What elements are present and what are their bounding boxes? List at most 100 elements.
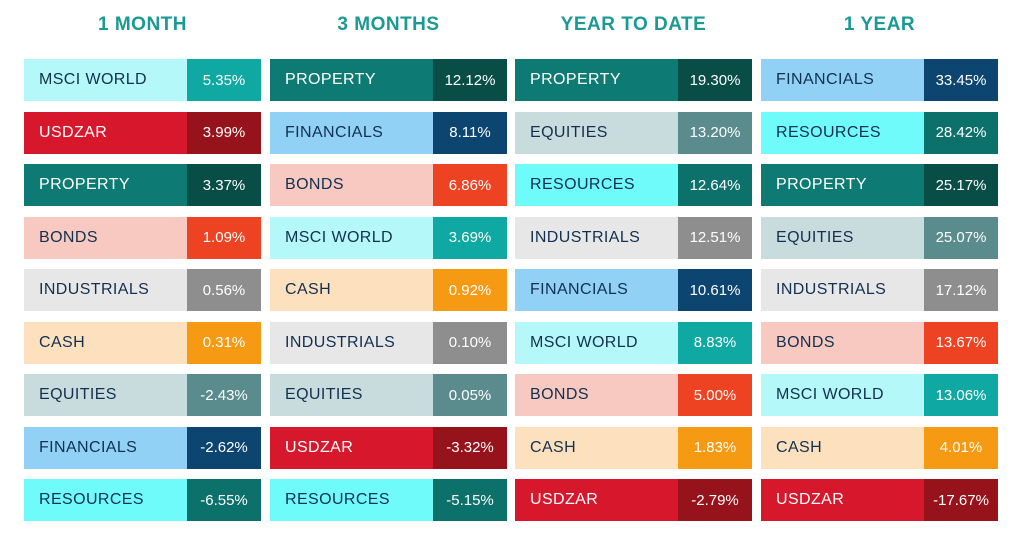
- table-row: FINANCIALS 33.45%: [761, 59, 998, 101]
- table-row: INDUSTRIALS 12.51%: [515, 216, 752, 259]
- value-cell: 1.83%: [678, 426, 752, 469]
- category-label: MSCI WORLD: [270, 216, 433, 259]
- column-title: 1 MONTH: [98, 14, 187, 35]
- table-row: PROPERTY 19.30%: [515, 59, 752, 101]
- table-row: RESOURCES -6.55%: [24, 479, 261, 521]
- value-cell: 12.51%: [678, 216, 752, 259]
- category-label: EQUITIES: [24, 374, 187, 416]
- column-title: 1 YEAR: [843, 14, 916, 35]
- table-row: INDUSTRIALS 0.10%: [270, 321, 507, 364]
- category-label: BONDS: [515, 374, 678, 416]
- value-cell: 5.35%: [187, 59, 261, 101]
- value-cell: 25.17%: [924, 164, 998, 206]
- table-row: BONDS 5.00%: [515, 374, 752, 416]
- value-cell: 6.86%: [433, 164, 507, 206]
- table-row: FINANCIALS -2.62%: [24, 426, 261, 469]
- table-row: USDZAR -17.67%: [761, 479, 998, 521]
- table-row: MSCI WORLD 5.35%: [24, 59, 261, 101]
- value-cell: -5.15%: [433, 479, 507, 521]
- value-cell: 3.99%: [187, 111, 261, 154]
- table-row: FINANCIALS 8.11%: [270, 111, 507, 154]
- value-cell: 4.01%: [924, 426, 998, 469]
- table-row: INDUSTRIALS 17.12%: [761, 269, 998, 311]
- category-label: INDUSTRIALS: [515, 216, 678, 259]
- value-cell: -3.32%: [433, 426, 507, 469]
- value-cell: 17.12%: [924, 269, 998, 311]
- table-row: CASH 1.83%: [515, 426, 752, 469]
- category-label: BONDS: [761, 321, 924, 364]
- category-label: PROPERTY: [515, 59, 678, 101]
- table-row: MSCI WORLD 13.06%: [761, 374, 998, 416]
- category-label: CASH: [761, 426, 924, 469]
- value-cell: 13.20%: [678, 111, 752, 154]
- table-row: PROPERTY 12.12%: [270, 59, 507, 101]
- category-label: PROPERTY: [761, 164, 924, 206]
- value-cell: 25.07%: [924, 216, 998, 259]
- value-cell: 3.37%: [187, 164, 261, 206]
- value-cell: -2.79%: [678, 479, 752, 521]
- category-label: FINANCIALS: [24, 426, 187, 469]
- table-row: USDZAR -2.79%: [515, 479, 752, 521]
- table-row: RESOURCES -5.15%: [270, 479, 507, 521]
- category-label: RESOURCES: [761, 111, 924, 154]
- table-row: PROPERTY 25.17%: [761, 164, 998, 206]
- table-row: PROPERTY 3.37%: [24, 164, 261, 206]
- value-cell: 5.00%: [678, 374, 752, 416]
- value-cell: 0.10%: [433, 321, 507, 364]
- table-row: RESOURCES 28.42%: [761, 111, 998, 154]
- value-cell: 19.30%: [678, 59, 752, 101]
- table-row: USDZAR 3.99%: [24, 111, 261, 154]
- category-label: BONDS: [24, 216, 187, 259]
- table-row: EQUITIES 0.05%: [270, 374, 507, 416]
- table-row: BONDS 13.67%: [761, 321, 998, 364]
- value-cell: 12.12%: [433, 59, 507, 101]
- category-label: INDUSTRIALS: [761, 269, 924, 311]
- value-cell: 33.45%: [924, 59, 998, 101]
- category-label: PROPERTY: [270, 59, 433, 101]
- column-title: YEAR TO DATE: [560, 14, 707, 35]
- category-label: CASH: [515, 426, 678, 469]
- table-row: RESOURCES 12.64%: [515, 164, 752, 206]
- category-label: EQUITIES: [270, 374, 433, 416]
- value-cell: -6.55%: [187, 479, 261, 521]
- table-row: FINANCIALS 10.61%: [515, 269, 752, 311]
- category-label: USDZAR: [761, 479, 924, 521]
- value-cell: 0.56%: [187, 269, 261, 311]
- value-cell: 8.83%: [678, 321, 752, 364]
- value-cell: -17.67%: [924, 479, 998, 521]
- table-row: CASH 0.92%: [270, 269, 507, 311]
- category-label: BONDS: [270, 164, 433, 206]
- category-label: CASH: [24, 321, 187, 364]
- category-label: EQUITIES: [515, 111, 678, 154]
- table-row: CASH 0.31%: [24, 321, 261, 364]
- column-title: 3 MONTHS: [337, 14, 440, 35]
- category-label: CASH: [270, 269, 433, 311]
- category-label: RESOURCES: [270, 479, 433, 521]
- table-row: INDUSTRIALS 0.56%: [24, 269, 261, 311]
- value-cell: 0.05%: [433, 374, 507, 416]
- value-cell: -2.43%: [187, 374, 261, 416]
- value-cell: 1.09%: [187, 216, 261, 259]
- category-label: INDUSTRIALS: [270, 321, 433, 364]
- category-label: USDZAR: [515, 479, 678, 521]
- value-cell: 10.61%: [678, 269, 752, 311]
- value-cell: 12.64%: [678, 164, 752, 206]
- table-row: USDZAR -3.32%: [270, 426, 507, 469]
- table-row: MSCI WORLD 8.83%: [515, 321, 752, 364]
- value-cell: 0.92%: [433, 269, 507, 311]
- value-cell: 13.67%: [924, 321, 998, 364]
- table-row: EQUITIES -2.43%: [24, 374, 261, 416]
- category-label: PROPERTY: [24, 164, 187, 206]
- category-label: FINANCIALS: [515, 269, 678, 311]
- value-cell: 8.11%: [433, 111, 507, 154]
- category-label: FINANCIALS: [761, 59, 924, 101]
- table-row: MSCI WORLD 3.69%: [270, 216, 507, 259]
- value-cell: 0.31%: [187, 321, 261, 364]
- category-label: RESOURCES: [24, 479, 187, 521]
- category-label: USDZAR: [24, 111, 187, 154]
- category-label: MSCI WORLD: [24, 59, 187, 101]
- value-cell: 13.06%: [924, 374, 998, 416]
- category-label: INDUSTRIALS: [24, 269, 187, 311]
- table-row: CASH 4.01%: [761, 426, 998, 469]
